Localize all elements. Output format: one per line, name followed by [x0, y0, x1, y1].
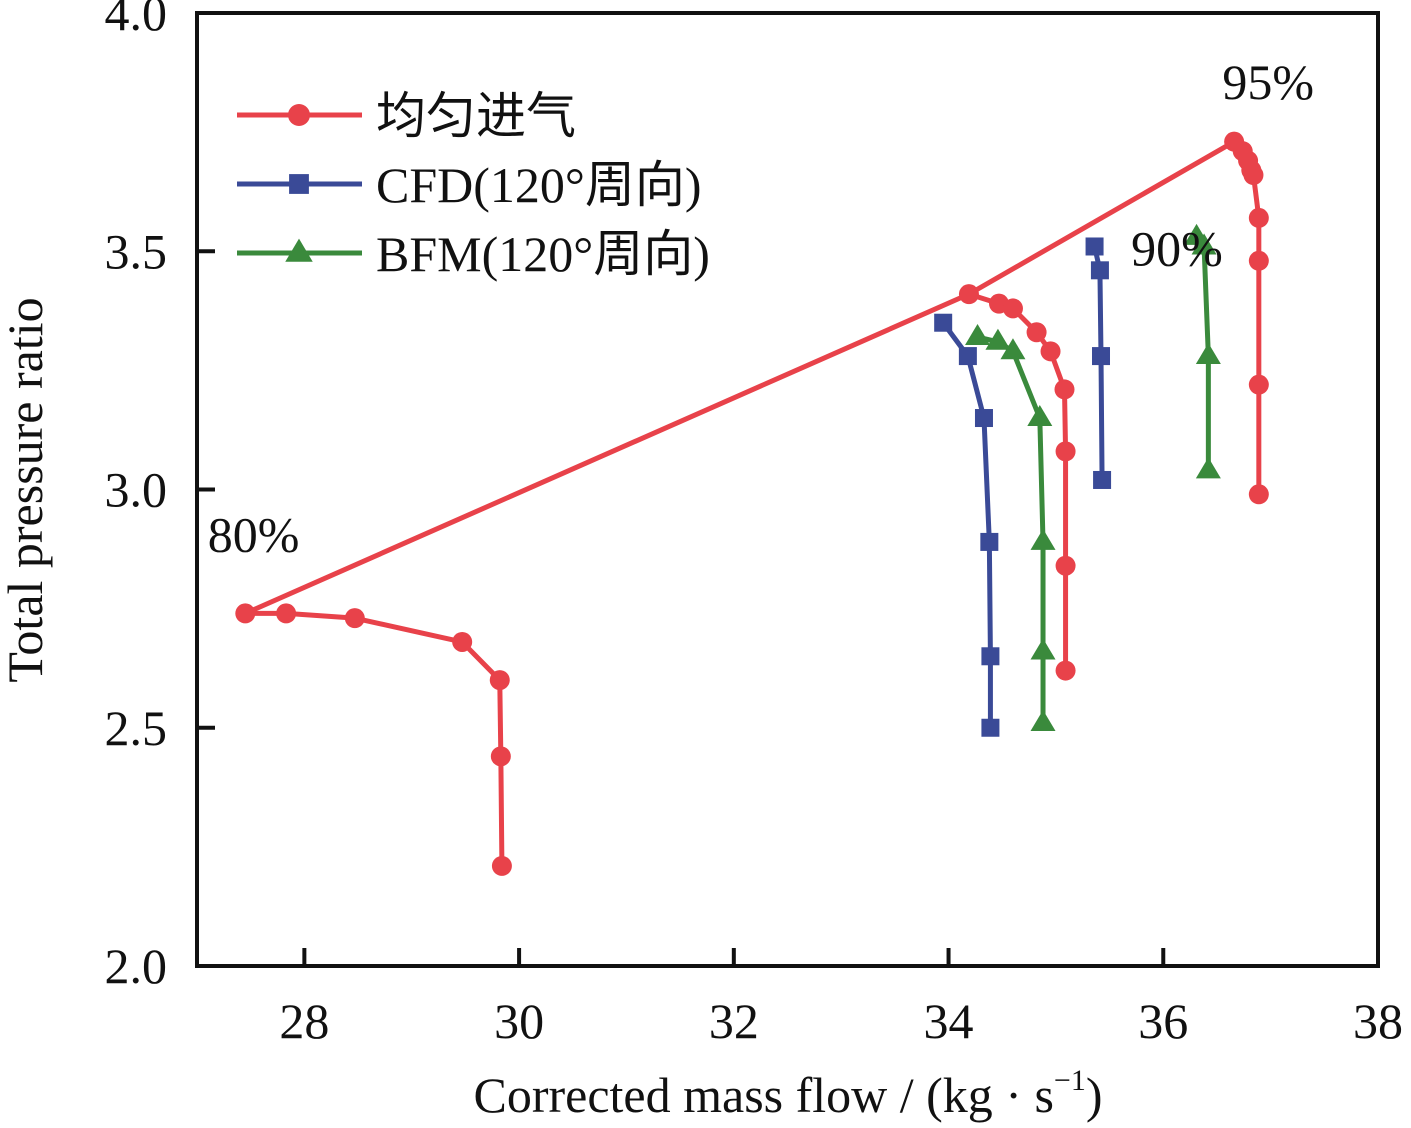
series-0-point: [344, 608, 365, 629]
series-1-point: [974, 409, 993, 428]
series-1-point: [934, 313, 953, 332]
series-0-point: [452, 631, 473, 652]
y-axis: 2.0 2.5 3.0 3.5 4.0: [105, 0, 215, 994]
x-tick-label: 34: [924, 993, 974, 1049]
series-1-point: [1085, 237, 1104, 256]
legend-marker: [289, 174, 309, 194]
legend-marker: [288, 104, 310, 126]
series-0-point: [276, 603, 297, 624]
legend-marker: [285, 238, 313, 262]
legend-label: 均匀进气: [376, 88, 576, 144]
series-0-point: [1040, 341, 1061, 362]
legend-item-2: BFM(120°周向): [237, 226, 710, 282]
series-0-point: [235, 603, 256, 624]
series-0-point: [1026, 322, 1047, 343]
series-0-point: [1243, 165, 1264, 186]
series-2-point: [1000, 338, 1026, 360]
series-0-point: [958, 284, 979, 305]
y-axis-title: Total pressure ratio: [0, 297, 53, 682]
series-2-point: [1030, 709, 1056, 731]
y-tick-label: 4.0: [105, 0, 168, 41]
series-2-point: [1030, 638, 1056, 660]
plot-markers: [235, 131, 1269, 876]
series-0-point: [491, 855, 512, 876]
speed-annotation: 95%: [1222, 54, 1314, 110]
series-2-point: [985, 328, 1011, 350]
x-tick-label: 32: [709, 993, 759, 1049]
series-2-point: [1195, 457, 1221, 479]
y-tick-label: 3.0: [105, 462, 168, 518]
legend-item-0: 均匀进气: [237, 88, 576, 144]
series-0-point: [1055, 441, 1076, 462]
series-0-point: [1002, 298, 1023, 319]
series-1-line-95pct: [1092, 245, 1105, 480]
series-1-point: [1090, 261, 1109, 280]
y-tick-label: 2.5: [105, 700, 168, 756]
series-2-point: [965, 324, 991, 345]
x-axis-title: Corrected mass flow / (kg · s−1): [474, 1064, 1103, 1123]
y-tick-label: 2.0: [105, 938, 168, 994]
series-1-line-90pct: [941, 321, 993, 728]
series-2-point: [1195, 343, 1221, 365]
annotations: 80% 90% 95%: [208, 54, 1314, 563]
speed-annotation: 90%: [1131, 221, 1223, 277]
series-2-point: [1027, 405, 1053, 427]
series-0-point: [490, 746, 511, 767]
x-axis-title-superscript: −1: [1054, 1064, 1086, 1097]
series-0-point: [1248, 250, 1269, 271]
y-tick-label: 3.5: [105, 223, 168, 279]
series-1-point: [981, 647, 1000, 666]
series-1-point: [958, 347, 977, 366]
series-0-point: [1055, 660, 1076, 681]
series-1-point: [981, 718, 1000, 737]
series-2-point: [1191, 233, 1217, 255]
x-tick-label: 36: [1138, 993, 1188, 1049]
speed-annotation: 80%: [208, 506, 300, 562]
series-0-point: [489, 670, 510, 691]
plot-frame: [195, 11, 1380, 968]
series-0-point: [1054, 379, 1075, 400]
series-1-point: [1092, 347, 1111, 366]
series-0-point: [1248, 484, 1269, 505]
series-2-point: [1030, 528, 1056, 550]
legend: 均匀进气 CFD(120°周向) BFM(120°周向): [237, 88, 710, 282]
x-tick-label: 38: [1353, 993, 1403, 1049]
legend-label: CFD(120°周向): [376, 157, 702, 213]
series-0-line-95pct: [1232, 139, 1262, 495]
x-axis: 28 30 32 34 36 38: [279, 948, 1403, 1049]
series-1-point: [980, 532, 999, 551]
series-0-point: [1055, 555, 1076, 576]
x-tick-label: 28: [279, 993, 329, 1049]
series-0-point: [1248, 207, 1269, 228]
series-1-point: [1093, 470, 1112, 489]
legend-item-1: CFD(120°周向): [237, 157, 702, 213]
legend-label: BFM(120°周向): [376, 226, 710, 282]
x-tick-label: 30: [494, 993, 544, 1049]
series-0-point: [1248, 374, 1269, 395]
